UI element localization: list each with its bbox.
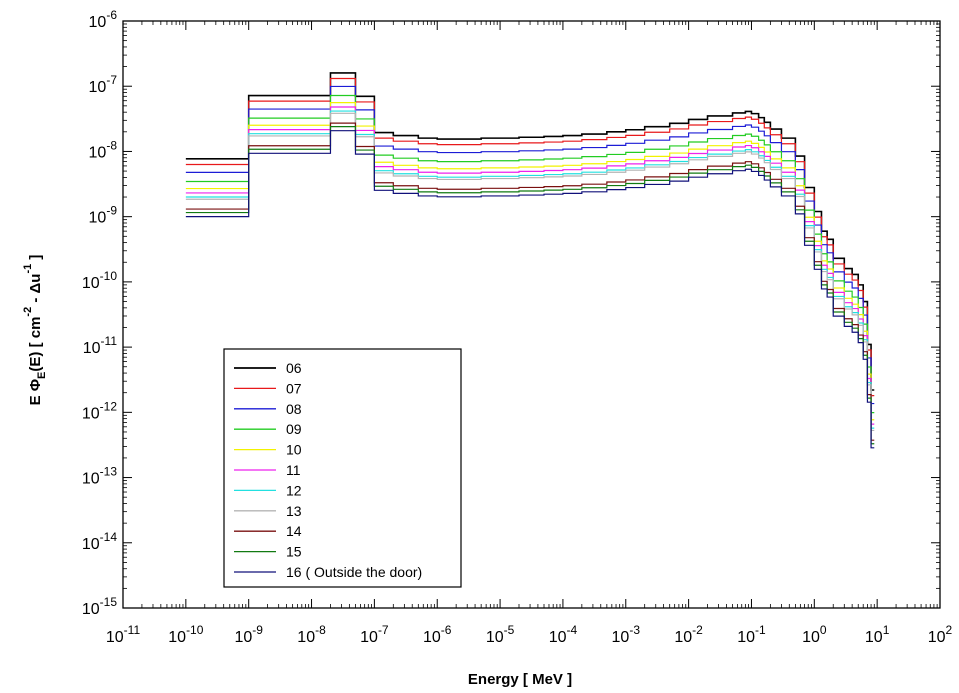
legend-label: 13 <box>286 503 302 519</box>
y-tick-label: 10-14 <box>82 530 117 553</box>
series-line-11 <box>185 130 875 449</box>
legend-items: 06 07 08 09 10 11 12 13 14 15 16 ( Outside the doo… <box>234 360 422 580</box>
x-tick-label: 10-9 <box>234 623 263 646</box>
x-tick-label: 10-6 <box>423 623 452 646</box>
x-tick-label: 10-8 <box>297 623 326 646</box>
legend-label: 06 <box>286 360 302 376</box>
x-tick-label: 10-3 <box>612 623 641 646</box>
x-tick-label: 10-11 <box>106 623 141 646</box>
y-tick-label: 10-6 <box>89 8 118 31</box>
y-title-sup2: -1 <box>22 264 34 274</box>
y-axis-title: E ΦE(E) [ cm-2 - Δu-1 ] <box>22 255 48 406</box>
legend-label: 08 <box>286 401 302 417</box>
plot-frame <box>122 20 941 609</box>
legend-label: 07 <box>286 380 302 396</box>
x-tick-label: 10-7 <box>360 623 389 646</box>
y-title-end: ] <box>27 255 44 264</box>
x-tick-label: 10-5 <box>486 623 515 646</box>
series-group <box>185 72 875 449</box>
x-tick-label: 102 <box>928 623 953 646</box>
y-tick-label: 10-9 <box>89 204 118 227</box>
y-title-suffix: (E) [ cm <box>27 317 44 372</box>
y-tick-label: 10-12 <box>82 399 117 422</box>
x-tick-labels: 10-11 10-10 10-9 10-8 10-7 10-6 10-5 10-4 10-3 10… <box>106 623 953 646</box>
x-tick-label: 10-1 <box>737 623 766 646</box>
legend-label: 16 ( Outside the door) <box>286 564 422 580</box>
x-tick-label: 100 <box>802 623 827 646</box>
x-tick-label: 10-2 <box>674 623 703 646</box>
y-tick-label: 10-13 <box>82 465 117 488</box>
y-tick-label: 10-7 <box>89 73 118 96</box>
y-title-sup1: -2 <box>22 307 34 317</box>
legend-label: 10 <box>286 442 302 458</box>
y-title-prefix: E Φ <box>27 379 44 405</box>
legend-label: 15 <box>286 544 302 560</box>
legend-label: 14 <box>286 523 302 539</box>
y-tick-label: 10-15 <box>82 595 117 618</box>
series-line-1 <box>185 72 875 391</box>
legend-label: 12 <box>286 482 302 498</box>
legend: 06 07 08 09 10 11 12 13 14 15 16 ( Outside the doo… <box>223 348 462 588</box>
y-title-subscript: E <box>36 372 48 379</box>
y-tick-labels: 10-6 10-7 10-8 10-9 10-10 10-11 10-12 10-13 10-1… <box>82 8 117 618</box>
x-axis-title: Energy [ MeV ] <box>468 671 572 688</box>
legend-label: 09 <box>286 421 302 437</box>
x-tick-label: 10-4 <box>549 623 578 646</box>
y-tick-label: 10-8 <box>89 138 118 161</box>
x-tick-label: 10-10 <box>168 623 203 646</box>
y-title-mid: - Δu <box>27 274 44 307</box>
legend-label: 11 <box>286 462 301 478</box>
x-tick-label: 101 <box>865 623 890 646</box>
y-tick-label: 10-10 <box>82 269 117 292</box>
axis-ticks <box>122 20 941 609</box>
y-tick-label: 10-11 <box>83 334 118 357</box>
